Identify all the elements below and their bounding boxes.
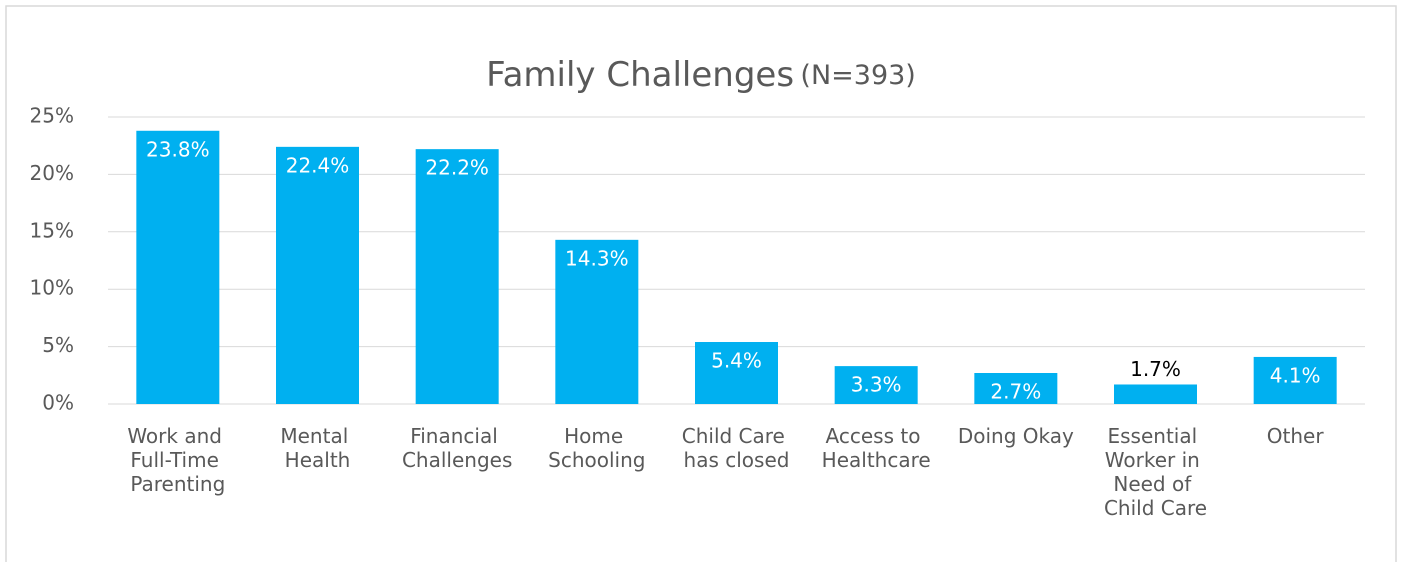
bar bbox=[136, 130, 220, 404]
bar bbox=[1253, 356, 1337, 404]
x-tick-label-line: Full-Time bbox=[130, 448, 225, 472]
y-tick-label: 5% bbox=[42, 333, 74, 357]
x-tick-label-line: Other bbox=[1267, 424, 1325, 448]
x-tick-label-line: Need of bbox=[1113, 472, 1197, 496]
y-tick-label: 20% bbox=[30, 161, 74, 185]
x-tick-label: Other bbox=[1267, 424, 1325, 448]
x-tick-label: Access to Healthcare bbox=[822, 424, 931, 472]
bar bbox=[974, 373, 1058, 404]
x-tick-label-line: Access to bbox=[826, 424, 927, 448]
x-tick-label: Essential Worker in Need of Child Care bbox=[1104, 424, 1207, 520]
data-label: 14.3% bbox=[565, 246, 629, 270]
bar bbox=[695, 342, 778, 404]
x-tick-label: Doing Okay bbox=[958, 424, 1074, 448]
x-tick-label-line: has closed bbox=[684, 448, 790, 472]
y-tick-label: 0% bbox=[42, 391, 74, 415]
x-tick-label-line: Mental bbox=[280, 424, 354, 448]
bar bbox=[555, 239, 639, 404]
x-tick-label-line: Healthcare bbox=[822, 448, 931, 472]
bar bbox=[834, 366, 918, 404]
data-label: 3.3% bbox=[851, 373, 902, 397]
bar bbox=[1114, 384, 1197, 404]
y-tick-label: 10% bbox=[30, 276, 74, 300]
x-tick-label: Child Care has closed bbox=[682, 424, 791, 472]
x-tick-label-line: Worker in bbox=[1105, 448, 1206, 472]
x-tick-label: Mental Health bbox=[280, 424, 354, 472]
x-tick-label-line: Doing Okay bbox=[958, 424, 1074, 448]
x-tick-label-line: Child Care bbox=[1104, 496, 1207, 520]
x-tick-label-line: Health bbox=[285, 448, 351, 472]
x-tick-label-line: Child Care bbox=[682, 424, 791, 448]
data-label: 23.8% bbox=[146, 137, 210, 161]
x-tick-label-line: Essential bbox=[1107, 424, 1203, 448]
bar bbox=[276, 146, 359, 404]
data-label: 22.4% bbox=[286, 153, 350, 177]
data-label: 22.2% bbox=[425, 156, 489, 180]
x-tick-label-line: Parenting bbox=[130, 472, 225, 496]
x-tick-label: Financial Challenges bbox=[402, 424, 512, 472]
data-label: 1.7% bbox=[1130, 357, 1181, 381]
chart-title-group: Family Challenges (N=393) bbox=[486, 55, 916, 95]
y-tick-label: 25% bbox=[30, 104, 74, 128]
bar bbox=[415, 149, 499, 404]
data-label: 4.1% bbox=[1270, 363, 1321, 387]
chart-frame bbox=[5, 5, 1397, 562]
x-tick-label-line: Financial bbox=[410, 424, 504, 448]
x-tick-label-line: Schooling bbox=[548, 448, 645, 472]
x-tick-label-line: Challenges bbox=[402, 448, 512, 472]
data-label: 5.4% bbox=[711, 349, 762, 373]
y-tick-label: 15% bbox=[30, 218, 74, 242]
chart-title: Family Challenges bbox=[486, 55, 794, 95]
data-label: 2.7% bbox=[990, 380, 1041, 404]
x-tick-label-line: Work and bbox=[127, 424, 228, 448]
chart-title-note: (N=393) bbox=[800, 60, 915, 91]
x-tick-label: Home Schooling bbox=[548, 424, 645, 472]
x-tick-label-line: Home bbox=[564, 424, 629, 448]
x-tick-label: Work and Full-Time Parenting bbox=[127, 424, 228, 496]
